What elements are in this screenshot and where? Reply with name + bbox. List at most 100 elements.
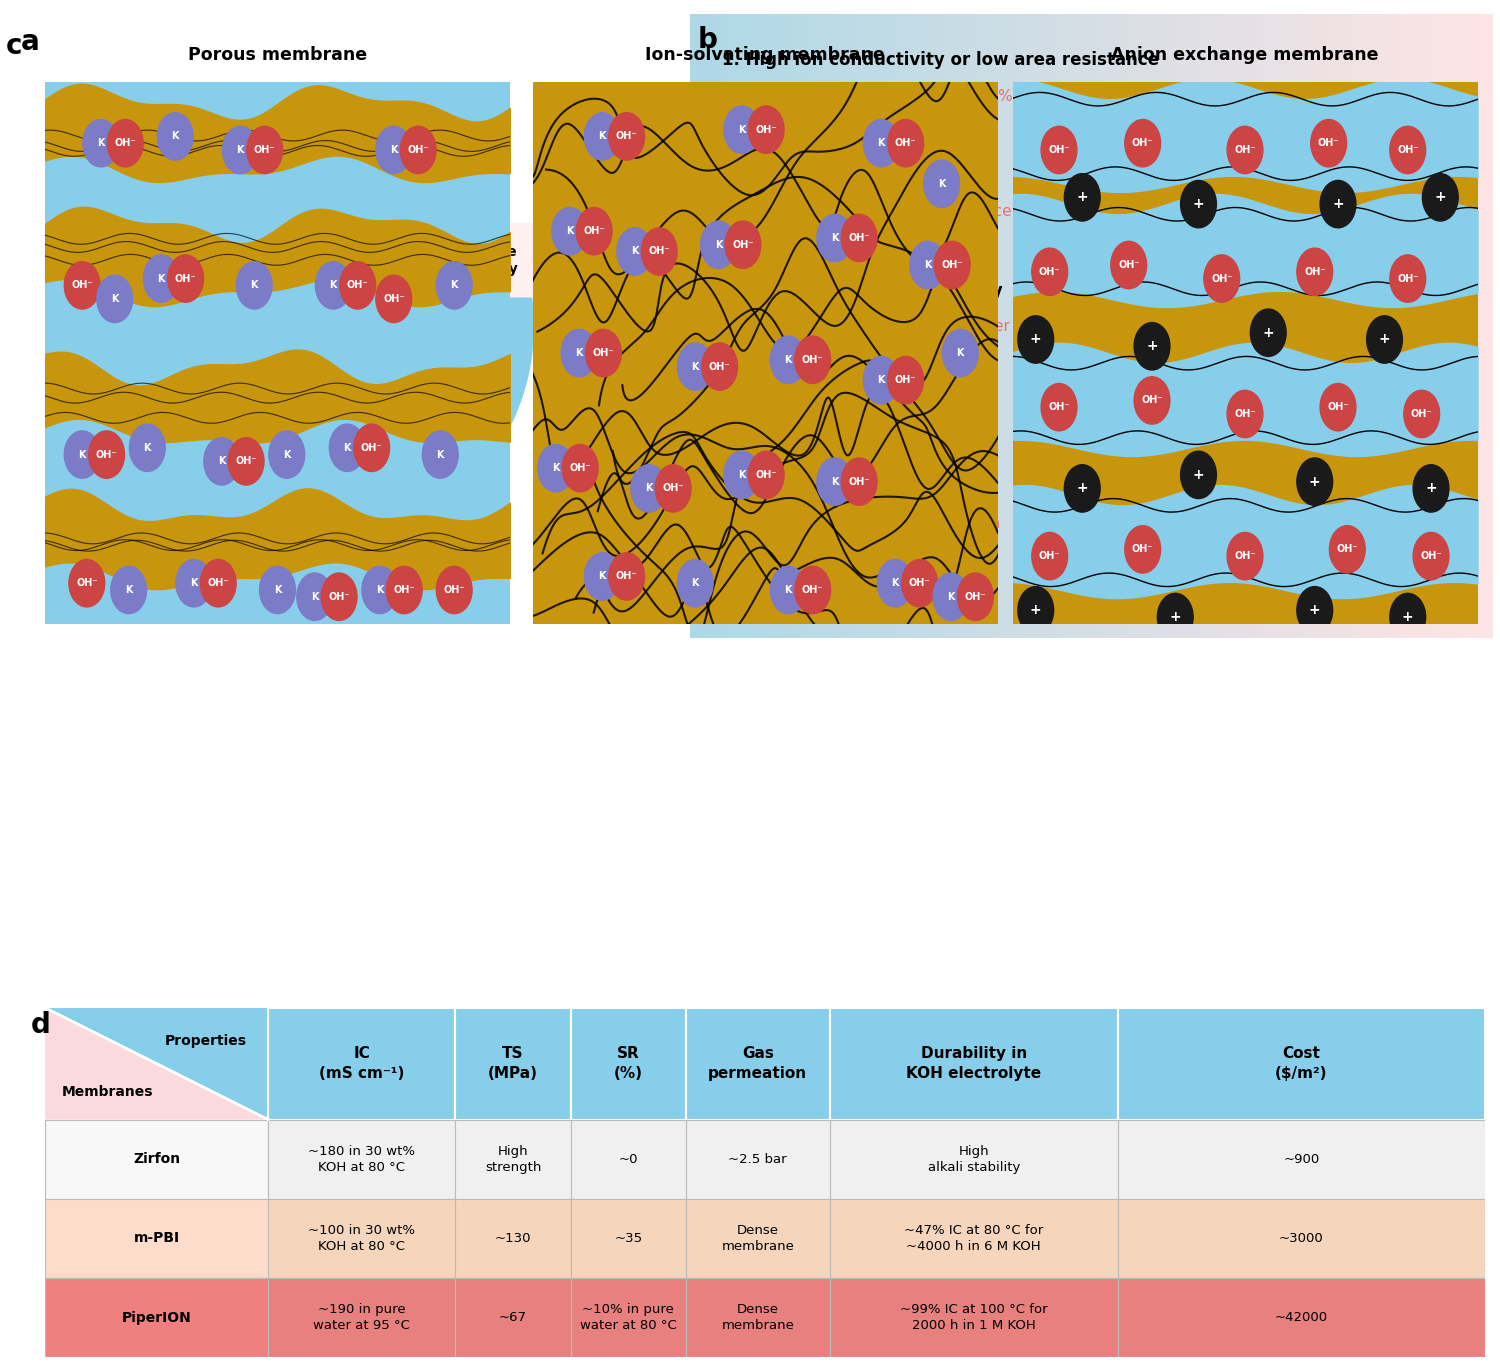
Text: K: K [344,443,351,452]
Bar [886,14,891,638]
Ellipse shape [632,465,666,513]
Text: K: K [831,233,839,243]
Ellipse shape [1134,377,1170,424]
Bar [1100,14,1104,638]
Text: ~190 in pure
water at 95 °C: ~190 in pure water at 95 °C [314,1304,410,1333]
Text: High
alkali stability: High alkali stability [927,1145,1020,1174]
Ellipse shape [1125,119,1161,167]
Bar [1332,14,1336,638]
Ellipse shape [201,559,236,607]
Text: OH⁻: OH⁻ [207,579,230,588]
Bar [1220,14,1224,638]
Bar [987,14,992,638]
Ellipse shape [562,444,598,492]
Bar [1473,14,1476,638]
Text: OH⁻: OH⁻ [896,376,916,385]
Polygon shape [45,1008,268,1120]
Ellipse shape [330,424,364,472]
Text: K: K [948,592,954,602]
Ellipse shape [1227,126,1263,174]
Bar [1236,14,1239,638]
Text: Mechanical
strength: Mechanical strength [262,500,351,532]
Ellipse shape [616,228,652,276]
Bar [855,14,858,638]
Bar [1188,14,1191,638]
Ellipse shape [924,160,960,207]
Bar [1344,14,1348,638]
Ellipse shape [1125,525,1161,573]
Bar [1485,14,1488,638]
Text: K: K [784,355,792,365]
Ellipse shape [400,126,436,174]
Bar [939,14,944,638]
Ellipse shape [1311,119,1347,167]
Ellipse shape [1065,465,1100,513]
Bar [1456,14,1461,638]
Ellipse shape [538,444,573,492]
Bar [963,14,968,638]
Bar [830,1198,1118,1278]
Ellipse shape [724,451,759,499]
Bar [1336,14,1340,638]
Bar [722,14,726,638]
Ellipse shape [111,566,147,614]
Text: Dense
membrane: Dense membrane [722,1304,794,1333]
Bar [1179,14,1184,638]
Bar [746,14,750,638]
Bar [815,14,819,638]
Ellipse shape [957,573,993,621]
Bar [1203,14,1208,638]
Bar [1464,14,1468,638]
Bar [1148,14,1152,638]
Bar [1416,14,1420,638]
Bar [862,14,867,638]
Ellipse shape [1032,532,1068,580]
Bar [45,1278,268,1357]
Text: a: a [21,29,39,56]
Text: Dense
membrane: Dense membrane [722,1224,794,1253]
Bar [1404,14,1408,638]
Ellipse shape [1227,532,1263,580]
Text: OH⁻: OH⁻ [72,280,93,291]
Bar [1396,14,1400,638]
Text: K: K [436,450,444,459]
Bar [771,14,774,638]
Text: +: + [1310,474,1320,488]
Text: Trade-off: Trade-off [584,318,662,333]
Bar [686,1120,830,1198]
Text: c: c [6,33,22,60]
Ellipse shape [88,430,125,478]
Text: SR
(%): SR (%) [614,1046,642,1080]
Text: OH⁻: OH⁻ [1132,138,1154,148]
Text: OH⁻: OH⁻ [1396,145,1419,155]
Ellipse shape [376,276,411,322]
Bar [1196,14,1200,638]
Text: K: K [217,457,225,466]
Text: Gas
permeation: Gas permeation [708,1046,807,1080]
Bar [686,1198,830,1278]
Bar [958,14,963,638]
Bar [1028,14,1030,638]
Text: K: K [144,443,152,452]
Bar [1076,14,1078,638]
Text: +: + [1425,481,1437,495]
Bar [1425,14,1428,638]
Bar [698,14,702,638]
Bar [1119,14,1124,638]
Bar [1140,14,1143,638]
Bar [1095,14,1100,638]
Bar [754,14,758,638]
Text: Gas
permeation: Gas permeation [116,433,206,465]
Bar [714,14,718,638]
Text: +: + [1030,603,1041,617]
Bar [1352,14,1356,638]
Ellipse shape [678,343,712,391]
Bar [918,14,922,638]
Bar [758,14,762,638]
Ellipse shape [1041,126,1077,174]
Text: OH⁻: OH⁻ [964,592,986,602]
Ellipse shape [818,458,852,506]
Ellipse shape [1404,391,1440,437]
Ellipse shape [129,424,165,472]
Text: OH⁻: OH⁻ [710,362,730,372]
